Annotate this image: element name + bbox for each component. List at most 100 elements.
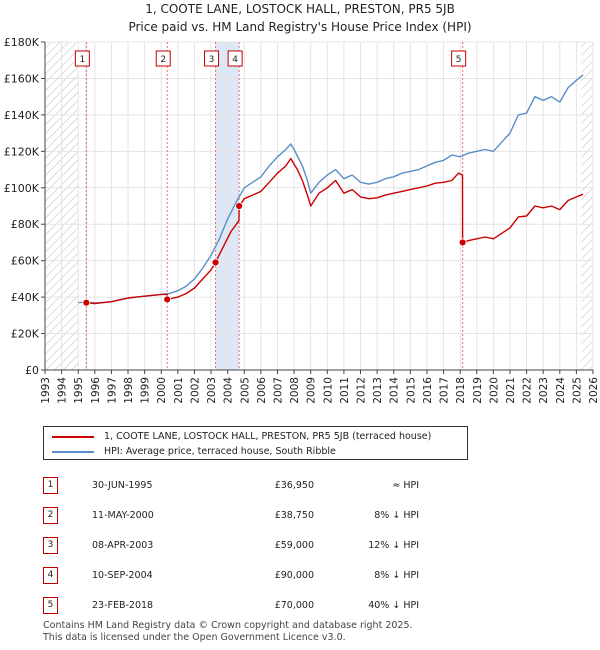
x-tick-label: 2024 — [555, 377, 567, 404]
x-tick-label: 2013 — [372, 377, 384, 404]
sale-date-cell: 11-MAY-2000 — [88, 500, 212, 530]
sale-date: 11-MAY-2000 — [92, 509, 154, 521]
sale-number-badge-cell: 4 — [43, 560, 88, 590]
sale-point — [235, 202, 244, 210]
sale-hpi-diff: 12% ↓ HPI — [368, 539, 419, 551]
x-tick-label: 2011 — [339, 377, 351, 404]
sale-hpi-diff-cell: 12% ↓ HPI — [314, 530, 419, 560]
legend-swatch-property — [52, 436, 94, 438]
x-tick-label: 2000 — [156, 377, 168, 404]
table-row: 2 11-MAY-2000 £38,750 8% ↓ HPI — [43, 500, 419, 530]
y-tick-label: £140K — [4, 109, 40, 122]
sale-hpi-diff: 40% ↓ HPI — [368, 599, 419, 611]
sale-number-badge: 2 — [43, 506, 58, 524]
x-tick-label: 2017 — [439, 377, 451, 404]
footer: Contains HM Land Registry data © Crown c… — [43, 620, 413, 644]
sale-point — [82, 298, 91, 307]
y-tick-label: £100K — [4, 182, 40, 195]
x-tick-label: 1997 — [106, 377, 118, 404]
x-tick-label: 2022 — [522, 377, 534, 404]
x-tick-label: 2018 — [455, 377, 467, 404]
x-tick-label: 2026 — [588, 377, 600, 404]
sale-date: 08-APR-2003 — [92, 539, 154, 551]
legend-label-hpi: HPI: Average price, terraced house, Sout… — [104, 446, 336, 457]
sale-hpi-diff-cell: 8% ↓ HPI — [314, 560, 419, 590]
y-tick-label: £80K — [11, 218, 40, 231]
x-tick-label: 2010 — [322, 377, 334, 404]
x-tick-label: 2006 — [256, 377, 268, 404]
x-tick-label: 1999 — [140, 377, 152, 404]
x-tick-label: 2001 — [173, 377, 185, 404]
x-tick-label: 2008 — [289, 377, 301, 404]
chart-title: 1, COOTE LANE, LOSTOCK HALL, PRESTON, PR… — [145, 2, 455, 16]
sale-label-frame — [155, 50, 171, 67]
chart-subtitle: Price paid vs. HM Land Registry's House … — [128, 20, 472, 34]
sales-table: 1 30-JUN-1995 £36,950 ≈ HPI 2 11-MAY-2000 £38,… — [43, 470, 419, 620]
x-tick-label: 2014 — [389, 377, 401, 404]
x-tick-label: 2005 — [239, 377, 251, 404]
sale-number-badge: 1 — [43, 476, 58, 494]
x-tick-label: 1994 — [57, 377, 69, 404]
sale-number-badge: 3 — [43, 536, 58, 554]
sale-number-badge: 5 — [43, 596, 58, 614]
table-row: 5 23-FEB-2018 £70,000 40% ↓ HPI — [43, 590, 419, 620]
sale-date: 10-SEP-2004 — [92, 569, 153, 581]
sale-label-box: 3 — [204, 50, 220, 67]
sale-label-box: 2 — [155, 50, 171, 67]
x-tick-label: 2012 — [356, 377, 368, 404]
sale-price-cell: £59,000 — [212, 530, 314, 560]
y-tick-label: £0 — [25, 364, 39, 377]
footer-licence: This data is licensed under the Open Gov… — [43, 632, 346, 643]
x-tick-label: 2002 — [189, 377, 201, 404]
sale-price: £70,000 — [274, 599, 314, 611]
table-row: 1 30-JUN-1995 £36,950 ≈ HPI — [43, 470, 419, 500]
sale-label-text: 1 — [79, 55, 85, 65]
sale-price-cell: £90,000 — [212, 560, 314, 590]
price-chart: 1 2 3 4 5 £0 £20K £40K £60K £80K £100K £120K £140K £… — [4, 36, 600, 404]
x-tick-label: 2023 — [538, 377, 550, 404]
sale-point — [211, 258, 220, 267]
sale-label-frame — [74, 50, 90, 67]
x-tick-label: 1993 — [40, 377, 52, 404]
sale-label-text: 3 — [209, 55, 215, 65]
sale-number-badge-cell: 5 — [43, 590, 88, 620]
y-tick-label: £60K — [11, 255, 40, 268]
x-tick-label: 2021 — [505, 377, 517, 404]
y-tick-label: £40K — [11, 291, 40, 304]
y-tick-label: £120K — [4, 145, 40, 158]
sale-label-text: 5 — [456, 55, 462, 65]
sale-date: 30-JUN-1995 — [92, 479, 153, 491]
x-tick-label: 2016 — [422, 377, 434, 404]
x-tick-label: 2003 — [206, 377, 218, 404]
hatched-region — [581, 42, 593, 370]
sale-date-cell: 08-APR-2003 — [88, 530, 212, 560]
sale-number-badge-cell: 2 — [43, 500, 88, 530]
sale-number-badge-cell: 3 — [43, 530, 88, 560]
sale-price: £38,750 — [274, 509, 314, 521]
x-tick-label: 1996 — [90, 377, 102, 404]
sale-label-box: 4 — [227, 50, 243, 67]
sale-label-frame — [204, 50, 220, 67]
table-row: 4 10-SEP-2004 £90,000 8% ↓ HPI — [43, 560, 419, 590]
legend: 1, COOTE LANE, LOSTOCK HALL, PRESTON, PR… — [43, 426, 468, 460]
y-tick-label: £160K — [4, 72, 40, 85]
sale-number-badge: 4 — [43, 566, 58, 584]
sale-point — [163, 295, 172, 304]
plot-area — [45, 42, 593, 370]
x-tick-label: 2009 — [306, 377, 318, 404]
sale-hpi-diff-cell: 8% ↓ HPI — [314, 500, 419, 530]
sale-label-frame — [227, 50, 243, 67]
sale-date-cell: 10-SEP-2004 — [88, 560, 212, 590]
x-tick-label: 2020 — [488, 377, 500, 404]
sale-point — [458, 238, 467, 247]
sale-label-box: 5 — [451, 50, 467, 67]
x-tick-label: 2025 — [571, 377, 583, 404]
footer-copyright: Contains HM Land Registry data © Crown c… — [43, 620, 413, 631]
y-tick-label: £180K — [4, 36, 40, 49]
sale-price: £36,950 — [274, 479, 314, 491]
x-tick-label: 2004 — [223, 377, 235, 404]
sale-hpi-diff: ≈ HPI — [392, 479, 419, 491]
sale-date-cell: 30-JUN-1995 — [88, 470, 212, 500]
x-tick-label: 2019 — [472, 377, 484, 404]
legend-swatch-hpi — [52, 451, 94, 453]
